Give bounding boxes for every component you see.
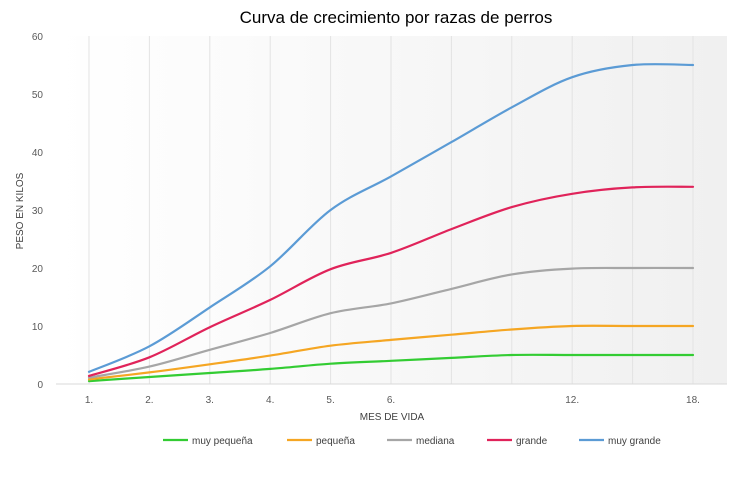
legend-item-mediana[interactable]: mediana (387, 436, 455, 447)
legend-item-muy-grande[interactable]: muy grande (579, 436, 661, 447)
y-tick-label: 50 (32, 90, 44, 101)
x-tick-label: 2. (145, 395, 153, 406)
y-tick-label: 10 (32, 322, 44, 333)
legend-item-pequeña[interactable]: pequeña (287, 436, 355, 447)
legend-label: muy grande (608, 436, 661, 447)
y-axis-title: PESO EN KILOS (15, 172, 26, 249)
legend-item-grande[interactable]: grande (487, 436, 548, 447)
legend-label: mediana (416, 436, 455, 447)
x-tick-label: 5. (326, 395, 334, 406)
x-tick-label: 18. (686, 395, 700, 406)
x-tick-label: 6. (387, 395, 395, 406)
series-line-pequeña (87, 324, 695, 381)
series-line-muy-grande (87, 63, 695, 373)
x-tick-label: 1. (85, 395, 93, 406)
legend-label: pequeña (316, 436, 355, 447)
y-tick-label: 30 (32, 206, 44, 217)
legend-item-muy-pequeña[interactable]: muy pequeña (163, 436, 253, 447)
series-line-muy-pequeña (87, 353, 695, 383)
chart-title: Curva de crecimiento por razas de perros (240, 8, 553, 27)
y-tick-label: 0 (37, 380, 43, 391)
y-tick-label: 20 (32, 264, 44, 275)
y-tick-label: 60 (32, 32, 44, 43)
series-line-grande (87, 185, 695, 377)
x-tick-label: 4. (266, 395, 274, 406)
legend-label: muy pequeña (192, 436, 253, 447)
series-line-mediana (87, 266, 695, 379)
x-tick-label: 12. (565, 395, 579, 406)
x-tick-label: 3. (206, 395, 214, 406)
x-axis-title: MES DE VIDA (360, 412, 425, 423)
legend-label: grande (516, 436, 548, 447)
y-tick-label: 40 (32, 148, 44, 159)
